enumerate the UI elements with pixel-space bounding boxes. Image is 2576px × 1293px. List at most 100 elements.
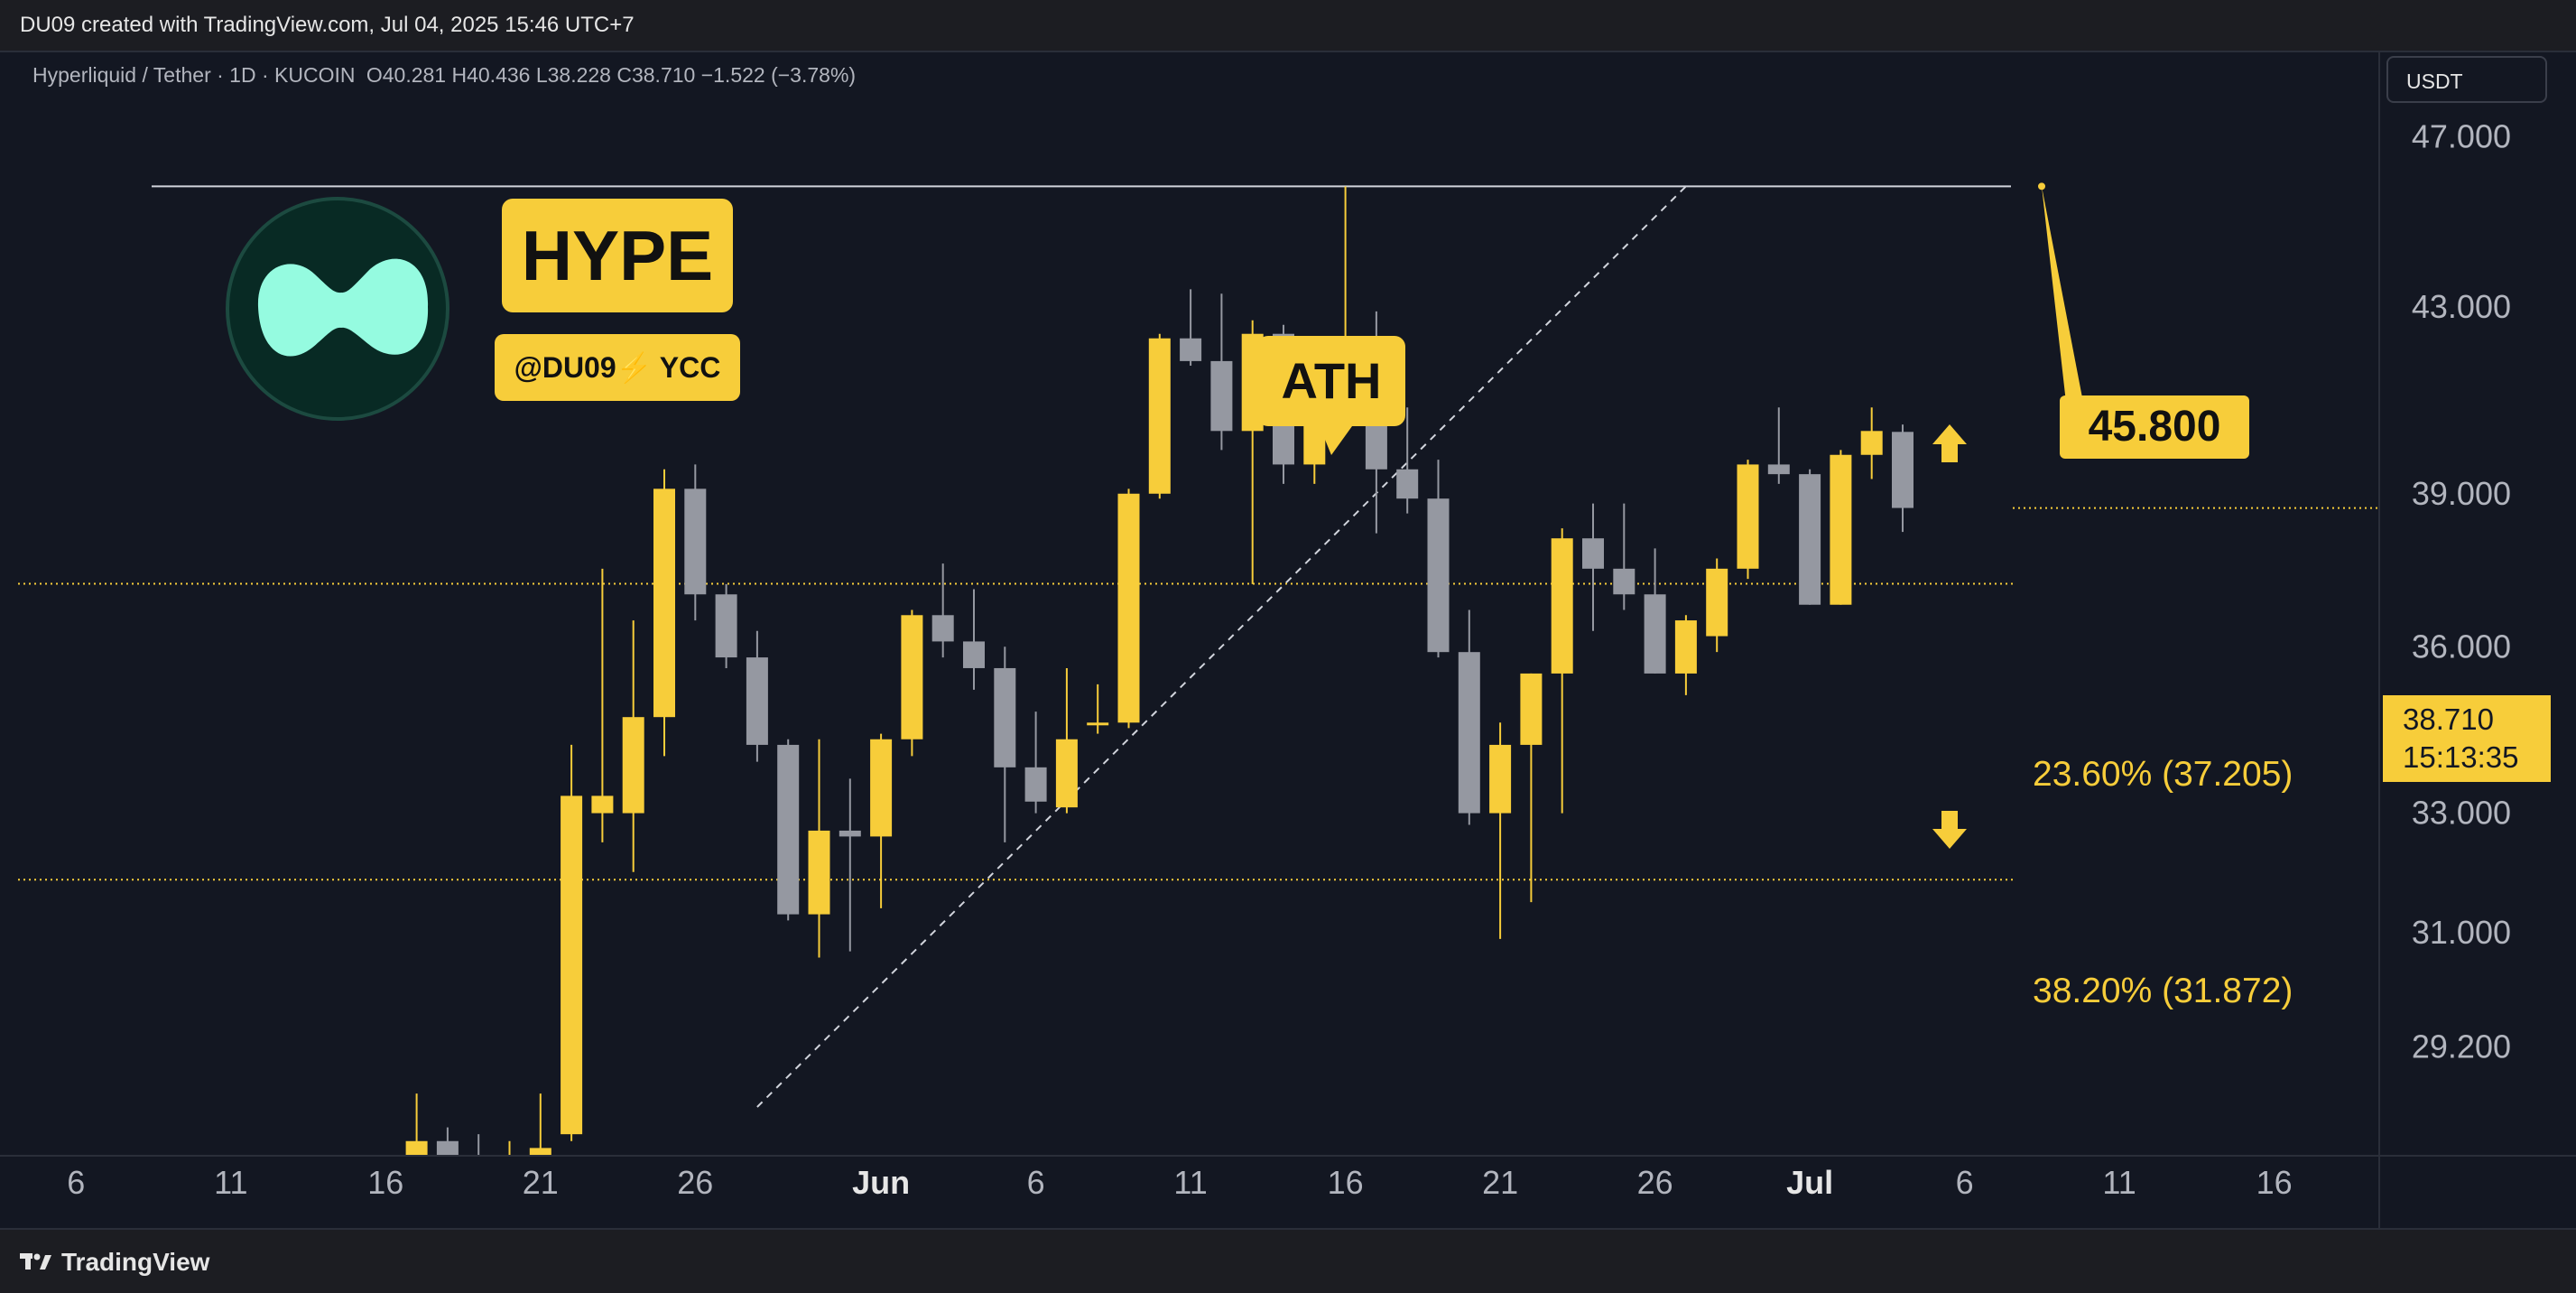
currency-selector[interactable]: USDT [2386, 56, 2547, 103]
candle-body [561, 795, 583, 1135]
footer-bar: TradingView [0, 1228, 2576, 1293]
candle-body [1210, 360, 1233, 432]
y-tick-label: 36.000 [2412, 628, 2511, 665]
candle-21 [1055, 667, 1078, 814]
candle-15 [870, 733, 893, 908]
candle-38 [1582, 503, 1604, 631]
up-arrow-icon [1932, 424, 1967, 462]
author-badge: @DU09⚡ YCC [495, 334, 740, 401]
candle-18 [963, 589, 985, 690]
candle-16 [901, 609, 923, 757]
x-tick-label: 26 [1637, 1164, 1673, 1201]
y-tick-label: 29.200 [2412, 1028, 2511, 1065]
candle-body [1767, 464, 1790, 475]
candle-body [622, 717, 644, 814]
candle-body [591, 795, 614, 814]
candle-41 [1674, 615, 1697, 695]
candle-34 [1458, 609, 1480, 825]
candle-44 [1767, 407, 1790, 484]
candle-19 [994, 646, 1016, 842]
attribution-text: DU09 created with TradingView.com, Jul 0… [20, 13, 635, 37]
candle-46 [1830, 450, 1852, 605]
candle-body [1055, 739, 1078, 808]
candle-body [529, 1148, 551, 1156]
candle-body [777, 744, 800, 915]
candle-23 [1117, 488, 1140, 729]
fib-236-label: 23.60% (37.205) [2033, 755, 2293, 794]
ticker-badge: HYPE [502, 199, 733, 312]
x-tick-label: 11 [214, 1164, 247, 1201]
x-tick-label: 26 [677, 1164, 713, 1201]
candle-39 [1613, 503, 1635, 610]
candle-26 [1210, 293, 1233, 451]
tradingview-wordmark: TradingView [61, 1248, 210, 1276]
candle-body [1582, 538, 1604, 569]
candle-body [963, 641, 985, 668]
candle-body [1737, 464, 1759, 569]
candle-body [746, 657, 768, 745]
candle-body [1520, 673, 1543, 745]
candle-body [870, 739, 893, 837]
y-tick-label: 47.000 [2412, 118, 2511, 155]
x-tick-label: 16 [367, 1164, 403, 1201]
candle-body [808, 830, 830, 915]
y-tick-label: 39.000 [2412, 475, 2511, 512]
symbol-info: Hyperliquid / Tether · 1D · KUCOIN O40.2… [32, 63, 856, 88]
attribution-bar: DU09 created with TradingView.com, Jul 0… [0, 0, 2576, 52]
candle-45 [1799, 469, 1821, 605]
candle-0 [405, 1093, 428, 1156]
x-tick-label: 16 [2256, 1164, 2293, 1201]
symbol-name: Hyperliquid / Tether · 1D · KUCOIN [32, 63, 356, 87]
candle-12 [777, 739, 800, 921]
candle-body [931, 615, 954, 642]
candle-body [499, 1162, 521, 1169]
candle-22 [1087, 684, 1109, 734]
candle-17 [931, 563, 954, 658]
candle-body [684, 488, 707, 595]
tradingview-logo-icon [20, 1253, 51, 1270]
candle-body [1644, 594, 1666, 674]
candle-33 [1427, 460, 1450, 658]
candle-body [901, 615, 923, 740]
y-tick-label: 33.000 [2412, 795, 2511, 832]
candle-body [405, 1140, 428, 1156]
candle-body [1551, 538, 1573, 674]
plot-area [18, 185, 2379, 1169]
candle-11 [746, 630, 768, 762]
candle-37 [1551, 528, 1573, 814]
candle-43 [1737, 460, 1759, 580]
x-tick-label: 21 [1482, 1164, 1518, 1201]
x-tick-label: 21 [523, 1164, 559, 1201]
ath-callout: ATH [1257, 336, 1405, 426]
candle-24 [1148, 333, 1171, 499]
x-tick-label: Jul [1786, 1164, 1833, 1201]
candle-35 [1489, 722, 1512, 939]
candle-5 [561, 744, 583, 1141]
target-price-callout: 45.800 [2060, 395, 2249, 459]
candle-body [1024, 767, 1047, 802]
axes: 29.200 31.000 33.000 36.000 39.000 43.000 47.0… [0, 51, 2576, 1228]
ohlc-values: O40.281 H40.436 L38.228 C38.710 −1.522 (… [366, 63, 857, 87]
candle-body [1830, 454, 1852, 605]
fib-382-label: 38.20% (31.872) [2033, 972, 2293, 1010]
candle-body [1489, 744, 1512, 814]
x-tick-label: 6 [1956, 1164, 1974, 1201]
candle-body [1427, 498, 1450, 653]
candle-4 [529, 1093, 551, 1156]
x-tick-label: Jun [852, 1164, 910, 1201]
candle-body [1860, 431, 1883, 455]
candle-body [436, 1140, 459, 1156]
candle-body [1087, 722, 1109, 726]
candle-48 [1892, 424, 1913, 533]
x-tick-label: 11 [2102, 1164, 2136, 1201]
tradingview-logo[interactable]: TradingView [20, 1248, 209, 1277]
candle-body [1117, 493, 1140, 723]
candle-body [1799, 474, 1821, 605]
bar-countdown: 15:13:35 [2403, 740, 2519, 774]
hyperliquid-logo [226, 197, 449, 421]
candle-42 [1706, 558, 1728, 653]
price-chart[interactable]: 29.200 31.000 33.000 36.000 39.000 43.000 47.0… [0, 51, 2576, 1228]
candle-10 [715, 583, 737, 668]
candle-8 [653, 469, 675, 757]
